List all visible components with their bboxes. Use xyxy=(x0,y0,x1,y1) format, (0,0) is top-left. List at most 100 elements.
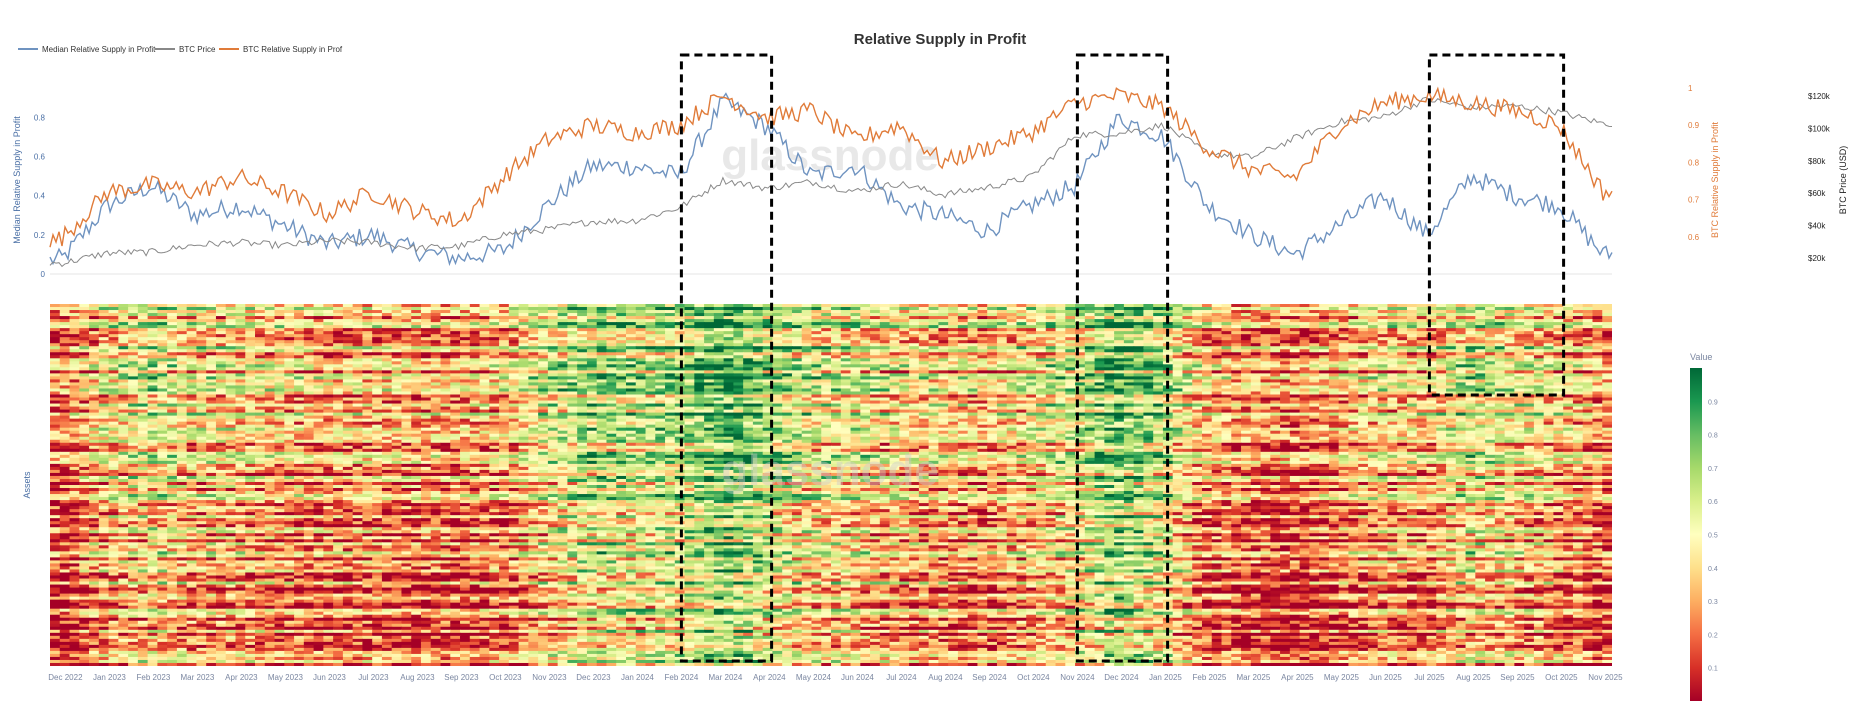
heatmap-cell xyxy=(235,316,246,320)
heatmap-cell xyxy=(167,349,178,353)
heatmap-cell xyxy=(206,394,217,398)
heatmap-cell xyxy=(118,361,129,365)
heatmap-cell xyxy=(645,355,656,359)
heatmap-cell xyxy=(889,316,900,320)
heatmap-cell xyxy=(235,307,246,311)
heatmap-cell xyxy=(479,382,490,386)
heatmap-cell xyxy=(1338,361,1350,365)
heatmap-cell xyxy=(918,346,930,350)
heatmap-cell xyxy=(342,391,354,395)
heatmap-cell xyxy=(1602,337,1612,341)
heatmap-cell xyxy=(1231,307,1242,311)
heatmap-cell xyxy=(821,349,832,353)
heatmap-cell xyxy=(1533,376,1545,380)
heatmap-cell xyxy=(1338,376,1350,380)
heatmap-cell xyxy=(1094,376,1105,380)
heatmap-cell xyxy=(577,334,588,338)
heatmap-cell xyxy=(723,391,734,395)
heatmap-cell xyxy=(645,325,656,329)
heatmap-cell xyxy=(1114,355,1125,359)
heatmap-cell xyxy=(1036,382,1047,386)
heatmap-cell xyxy=(89,313,100,317)
heatmap-cell xyxy=(577,352,588,356)
heatmap-cell xyxy=(606,391,617,395)
heatmap-cell xyxy=(323,355,334,359)
heatmap-cell xyxy=(1231,391,1242,395)
heatmap-cell xyxy=(225,340,237,344)
heatmap-cell xyxy=(1319,388,1330,392)
heatmap-cell xyxy=(996,343,1008,347)
heatmap-cell xyxy=(450,394,461,398)
heatmap-cell xyxy=(264,304,276,308)
heatmap-cell xyxy=(284,385,295,389)
heatmap-cell xyxy=(1377,385,1389,389)
heatmap-cell xyxy=(391,310,403,314)
heatmap-cell xyxy=(860,394,871,398)
heatmap-cell xyxy=(1563,388,1574,392)
heatmap-cell xyxy=(128,304,139,308)
heatmap-cell xyxy=(596,346,608,350)
heatmap-cell xyxy=(1075,322,1086,326)
heatmap-cell xyxy=(1299,391,1310,395)
heatmap-cell xyxy=(606,322,617,326)
heatmap-cell xyxy=(928,337,939,341)
legend-label-btc-rel-supply[interactable]: BTC Relative Supply in Prof xyxy=(243,45,343,54)
heatmap-cell xyxy=(938,352,949,356)
heatmap-cell xyxy=(430,376,442,380)
heatmap-cell xyxy=(313,304,324,308)
heatmap-cell xyxy=(928,322,939,326)
heatmap-cell xyxy=(1455,346,1467,350)
heatmap-cell xyxy=(333,316,344,320)
heatmap-cell xyxy=(655,319,666,323)
heatmap-cell xyxy=(528,316,539,320)
heatmap-cell xyxy=(1211,370,1223,374)
heatmap-cell xyxy=(596,370,608,374)
heatmap-cell xyxy=(50,376,61,380)
heatmap-cell xyxy=(1006,349,1018,353)
heatmap-cell xyxy=(489,334,500,338)
heatmap-cell xyxy=(440,391,451,395)
heatmap-cell xyxy=(1133,313,1144,317)
heatmap-cell xyxy=(50,325,61,329)
heatmap-cell xyxy=(1485,304,1496,308)
heatmap-cell xyxy=(440,370,451,374)
heatmap-cell xyxy=(713,379,725,383)
heatmap-cell xyxy=(1582,334,1594,338)
heatmap-cell xyxy=(752,361,764,365)
heatmap-cell xyxy=(411,358,422,362)
heatmap-cell xyxy=(723,304,734,308)
heatmap-cell xyxy=(1260,352,1271,356)
heatmap-cell xyxy=(665,325,676,329)
heatmap-cell xyxy=(889,352,900,356)
heatmap-cell xyxy=(567,325,578,329)
heatmap-cell xyxy=(694,334,705,338)
heatmap-cell xyxy=(762,391,774,395)
heatmap-cell xyxy=(1260,322,1271,326)
legend-label-btc-price[interactable]: BTC Price xyxy=(179,45,216,54)
heatmap-cell xyxy=(840,319,852,323)
heatmap-cell xyxy=(440,331,451,335)
heatmap-cell xyxy=(713,319,725,323)
heatmap-cell xyxy=(137,334,149,338)
heatmap-cell xyxy=(1524,364,1535,368)
heatmap-cell xyxy=(1280,340,1291,344)
heatmap-cell xyxy=(50,373,61,377)
heatmap-cell xyxy=(772,322,783,326)
heatmap-cell xyxy=(782,382,793,386)
heatmap-cell xyxy=(235,379,246,383)
legend-label-median[interactable]: Median Relative Supply in Profit xyxy=(42,45,156,54)
heatmap-cell xyxy=(1270,310,1281,314)
heatmap-cell xyxy=(1533,355,1545,359)
heatmap-cell xyxy=(1338,388,1350,392)
heatmap-cell xyxy=(98,358,110,362)
heatmap-cell xyxy=(274,364,285,368)
heatmap-cell xyxy=(870,334,881,338)
heatmap-cell xyxy=(850,370,861,374)
heatmap-cell xyxy=(323,376,334,380)
heatmap-cell xyxy=(840,373,852,377)
heatmap-cell xyxy=(381,316,393,320)
heatmap-cell xyxy=(1406,340,1418,344)
heatmap-cell xyxy=(1036,355,1047,359)
heatmap-cell xyxy=(1602,322,1612,326)
heatmap-cell xyxy=(1211,328,1223,332)
